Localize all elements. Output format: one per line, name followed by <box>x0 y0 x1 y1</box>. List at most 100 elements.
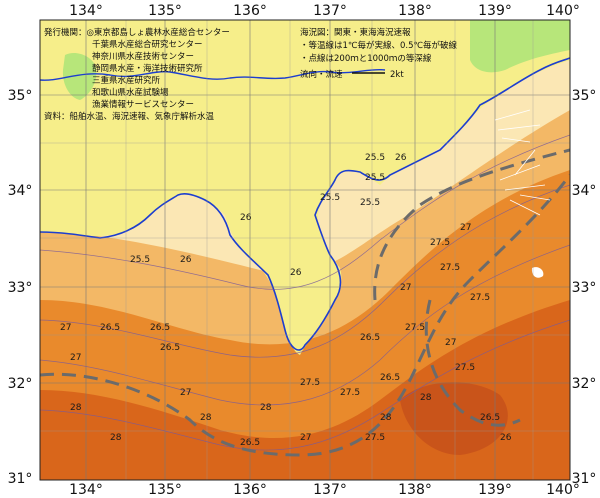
isotherm-label: 27.5 <box>365 433 385 443</box>
kuroshio-current <box>40 148 570 457</box>
lon-label: 139° <box>478 482 512 498</box>
isotherm-label: 27 <box>400 283 411 293</box>
isotherm-label: 27.5 <box>455 363 475 373</box>
lon-label: 138° <box>398 482 432 498</box>
isotherm-label: 26 <box>290 268 302 278</box>
isotherm-label: 26 <box>240 213 252 223</box>
isotherm-label: 27 <box>70 353 81 363</box>
isotherm-label: 27.5 <box>300 378 320 388</box>
isotherm-label: 28 <box>200 413 212 423</box>
lat-labels-left: 35° 34° 33° 32° 31° <box>8 88 33 487</box>
isotherm-label: 25.5 <box>130 255 150 265</box>
lat-label: 32° <box>572 376 597 392</box>
lon-label: 134° <box>69 482 103 498</box>
current-path-loop <box>424 299 521 427</box>
lon-label: 138° <box>398 3 432 19</box>
isotherm-label: 26.5 <box>150 323 170 333</box>
legend-scale: 2kt <box>390 70 404 80</box>
isotherm-label: 27.5 <box>470 293 490 303</box>
legend-label: 流向・流速 <box>300 69 343 80</box>
graticule-fine <box>40 20 570 480</box>
isotherm-label: 28 <box>110 433 122 443</box>
isotherm-label: 26.5 <box>160 343 180 353</box>
note-line: 発行機関：◎東京都島しょ農林水産総合センター <box>44 27 230 38</box>
lat-labels-right: 35° 34° 33° 32° 31° <box>572 88 597 487</box>
lon-label: 136° <box>233 3 267 19</box>
current-speed-legend: 流向・流速 2kt <box>300 69 404 80</box>
lon-label: 135° <box>148 3 182 19</box>
current-path-south <box>40 174 570 457</box>
isotherm-label: 27 <box>300 433 311 443</box>
lon-label: 135° <box>148 482 182 498</box>
lon-label: 137° <box>313 3 347 19</box>
isotherm-label: 27 <box>460 223 471 233</box>
coastline <box>40 57 570 351</box>
lat-label: 34° <box>572 183 597 199</box>
isotherm-label: 26 <box>395 153 407 163</box>
isotherm-label: 27.5 <box>440 263 460 273</box>
note-line: 千葉県水産総合研究センター <box>92 39 203 50</box>
note-line: 漁業情報サービスセンター <box>92 99 194 110</box>
lat-label: 31° <box>8 471 33 487</box>
note-line: 和歌山県水産試験場 <box>92 87 169 98</box>
isotherm-label: 27 <box>60 323 71 333</box>
lon-label: 136° <box>233 482 267 498</box>
lon-label: 137° <box>313 482 347 498</box>
isotherm-label: 28 <box>380 413 392 423</box>
map-frame <box>39 19 571 481</box>
note-line: 静岡県水産・海洋技術研究所 <box>92 63 203 74</box>
isotherm-label: 28 <box>420 393 432 403</box>
isotherms <box>40 134 570 451</box>
lon-labels-bottom: 134° 135° 136° 137° 138° 139° 140° <box>69 482 580 498</box>
note-line: 海況図：関東・東海海況速報 <box>300 27 411 38</box>
lon-label: 134° <box>69 3 103 19</box>
awaji-island <box>62 53 97 100</box>
isotherm-label: 26.5 <box>480 413 500 423</box>
sea-hot-spot <box>400 382 508 455</box>
publisher-notes: 発行機関：◎東京都島しょ農林水産総合センター 千葉県水産総合研究センター 神奈川… <box>44 27 230 122</box>
lat-label: 32° <box>8 376 33 392</box>
note-line: 三重県水産研究所 <box>92 75 161 86</box>
isotherm-label: 25.5 <box>365 153 385 163</box>
isotherm-label: 28 <box>260 403 272 413</box>
lat-label: 33° <box>572 280 597 296</box>
isotherm-label: 25.5 <box>360 198 380 208</box>
lon-label: 140° <box>546 482 580 498</box>
shodoshima-island <box>115 168 135 190</box>
isotherm-label: 26 <box>500 433 512 443</box>
lon-labels-top: 134° 135° 136° 137° 138° 139° 140° <box>69 3 580 19</box>
current-vectors <box>494 109 551 216</box>
isotherm-label: 25.5 <box>320 193 340 203</box>
izu-island <box>531 267 544 278</box>
isotherm-label: 25.5 <box>365 173 385 183</box>
isotherm-label: 26.5 <box>240 438 260 448</box>
isotherm-label: 27.5 <box>430 238 450 248</box>
note-line: ・点線は200ｍと1000ｍの等深線 <box>300 53 432 64</box>
isotherm-label: 27.5 <box>340 388 360 398</box>
graticule <box>40 20 570 480</box>
isotherm-label: 28 <box>70 403 82 413</box>
note-line: 資料：船舶水温、海況速報、気象庁解析水温 <box>44 111 215 122</box>
note-line: 神奈川県水産技術センター <box>92 51 194 62</box>
lat-label: 35° <box>8 88 33 104</box>
isotherm-label: 26 <box>180 255 192 265</box>
landmass-honshu <box>40 20 570 355</box>
note-line: ・等温線は1℃毎が実線、0.5℃毎が破線 <box>300 40 458 51</box>
chart-notes: 海況図：関東・東海海況速報 ・等温線は1℃毎が実線、0.5℃毎が破線 ・点線は2… <box>300 27 458 64</box>
isotherm-label: 27 <box>180 388 191 398</box>
lat-label: 34° <box>8 183 33 199</box>
map-area <box>40 20 570 480</box>
lon-label: 139° <box>478 3 512 19</box>
isotherm-label: 26.5 <box>360 333 380 343</box>
isotherm-label: 26.5 <box>100 323 120 333</box>
lat-label: 35° <box>572 88 597 104</box>
isotherm-label: 26.5 <box>380 373 400 383</box>
current-path-north <box>373 148 570 301</box>
lon-label: 140° <box>546 3 580 19</box>
isotherm-label: 27.5 <box>405 323 425 333</box>
isotherm-label: 27 <box>445 338 456 348</box>
isotherm-labels: 25.5 25.5 25.5 26 26 26 26 25.5 25.5 26.5 26.5 26.5… <box>60 153 512 448</box>
lat-label: 33° <box>8 280 33 296</box>
lat-label: 31° <box>572 471 597 487</box>
